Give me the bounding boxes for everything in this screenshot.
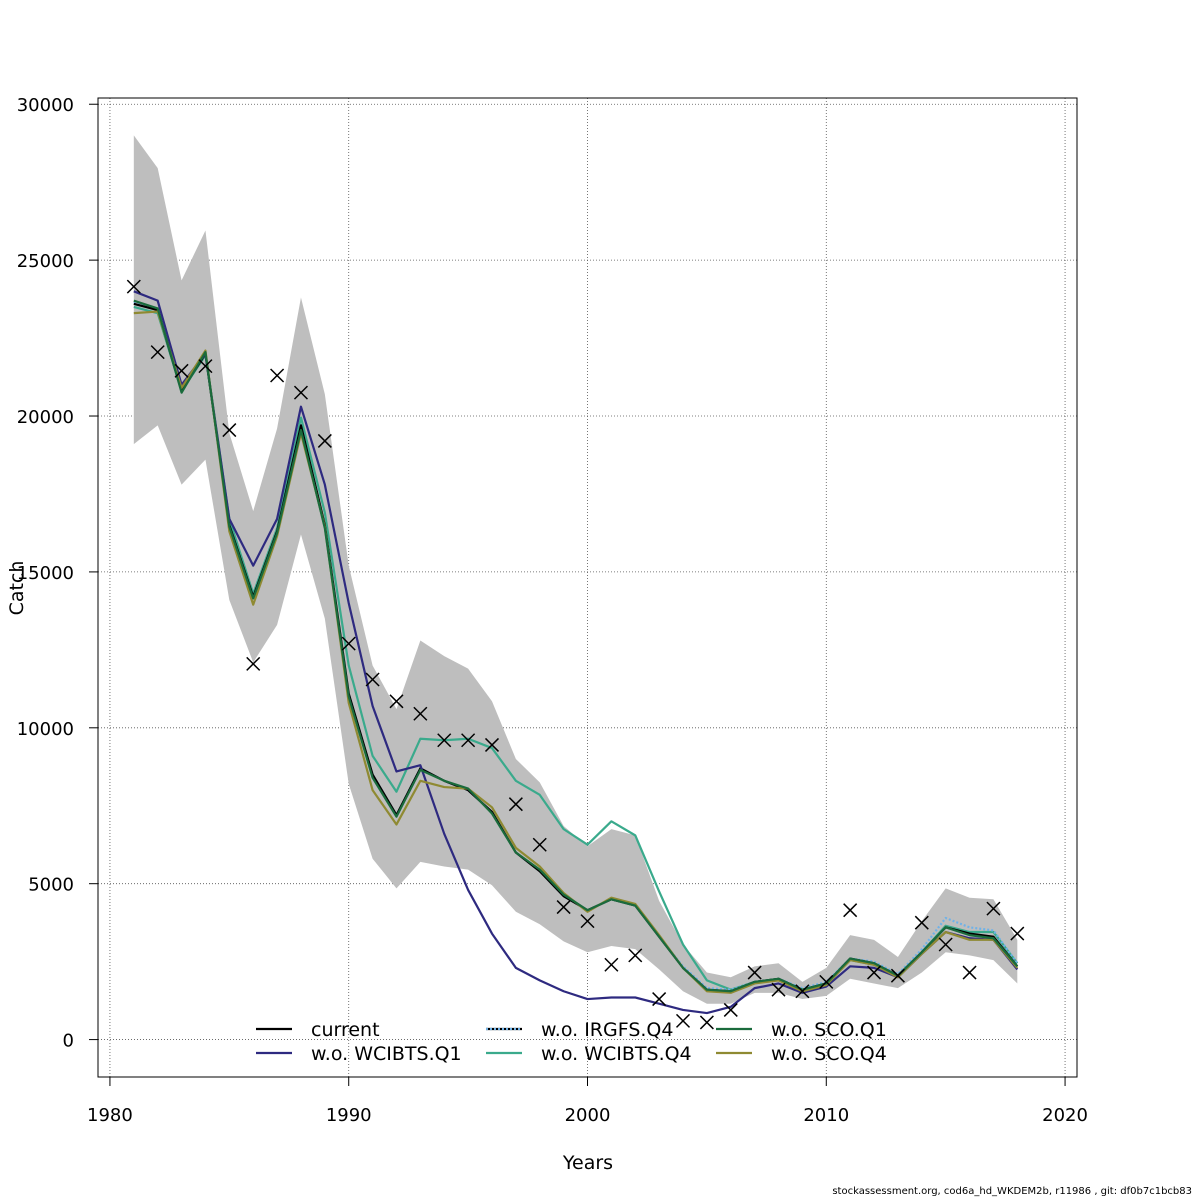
observation-point: [461, 733, 476, 748]
observation-point: [317, 433, 332, 448]
observation-point: [437, 733, 452, 748]
observation-point: [652, 992, 667, 1007]
confidence-band: [133, 135, 1018, 1004]
observation-point: [914, 915, 929, 930]
observation-point: [341, 636, 356, 651]
observation-point: [986, 901, 1001, 916]
series-line-w-o-sco-q1: [133, 299, 1019, 993]
observation-point: [795, 984, 810, 999]
y-tick-label: 10000: [17, 719, 74, 740]
observation-point: [484, 737, 500, 752]
y-axis-title: Catch: [6, 561, 28, 616]
observation-point: [198, 359, 213, 374]
y-tick-label: 15000: [17, 563, 74, 584]
observation-point: [532, 837, 547, 852]
axes: 1980 1990 2000 2010 2020 0 5000 10000 15000 20000…: [17, 95, 1088, 1126]
observation-point: [150, 345, 165, 360]
observation-point: [938, 937, 953, 952]
observation-point: [174, 363, 189, 378]
observation-point: [819, 974, 834, 989]
x-tick-label: 2020: [1042, 1105, 1088, 1126]
observation-point: [389, 694, 404, 709]
legend-item: current: [256, 1019, 380, 1041]
x-axis-title: Years: [562, 1152, 613, 1174]
observation-point: [556, 900, 571, 915]
observation-point: [580, 914, 595, 929]
y-tick-label: 20000: [17, 407, 74, 428]
observation-point: [293, 385, 308, 400]
x-tick-label: 2010: [803, 1105, 849, 1126]
observation-point: [126, 279, 141, 294]
observation-point: [628, 948, 643, 963]
y-tick-label: 0: [63, 1031, 74, 1052]
observation-point: [1010, 926, 1025, 941]
legend-label: w.o. WCIBTS.Q4: [541, 1043, 692, 1065]
observation-point: [843, 903, 858, 918]
observation-point: [699, 1015, 714, 1030]
y-tick-label: 5000: [28, 875, 74, 896]
legend-label: w.o. WCIBTS.Q1: [311, 1043, 462, 1065]
legend-item: w.o. WCIBTS.Q4: [486, 1043, 692, 1065]
observation-markers: [126, 279, 1025, 1030]
observation-point: [508, 797, 523, 812]
footer-caption: stockassessment.org, cod6a_hd_WKDEM2b, r…: [832, 1186, 1192, 1197]
observation-point: [246, 656, 261, 671]
legend-label: current: [311, 1019, 380, 1041]
series-lines: [133, 290, 1019, 1015]
observation-point: [747, 965, 762, 980]
observation-point: [365, 672, 380, 687]
observation-point: [604, 957, 619, 972]
observation-point: [270, 368, 285, 383]
x-tick-label: 1980: [87, 1105, 133, 1126]
observation-point: [962, 965, 977, 980]
legend-label: w.o. IRGFS.Q4: [541, 1019, 673, 1041]
y-tick-label: 25000: [17, 251, 74, 272]
observation-point: [675, 1013, 691, 1028]
legend-label: w.o. SCO.Q4: [771, 1043, 887, 1065]
legend-item: w.o. SCO.Q4: [716, 1043, 887, 1065]
observation-point: [867, 965, 882, 980]
x-tick-label: 2000: [565, 1105, 611, 1126]
y-tick-label: 30000: [17, 95, 74, 116]
legend-item: w.o. IRGFS.Q4: [486, 1019, 673, 1041]
legend-label: w.o. SCO.Q1: [771, 1019, 887, 1041]
legend-item: w.o. WCIBTS.Q1: [256, 1043, 462, 1065]
observation-point: [723, 1002, 738, 1017]
observation-point: [771, 982, 786, 997]
observation-point: [413, 706, 428, 721]
confidence-band-area: [133, 135, 1018, 1004]
x-tick-label: 1990: [326, 1105, 372, 1126]
observation-point: [890, 968, 905, 983]
observation-point: [222, 423, 237, 438]
legend-item: w.o. SCO.Q1: [716, 1019, 887, 1041]
